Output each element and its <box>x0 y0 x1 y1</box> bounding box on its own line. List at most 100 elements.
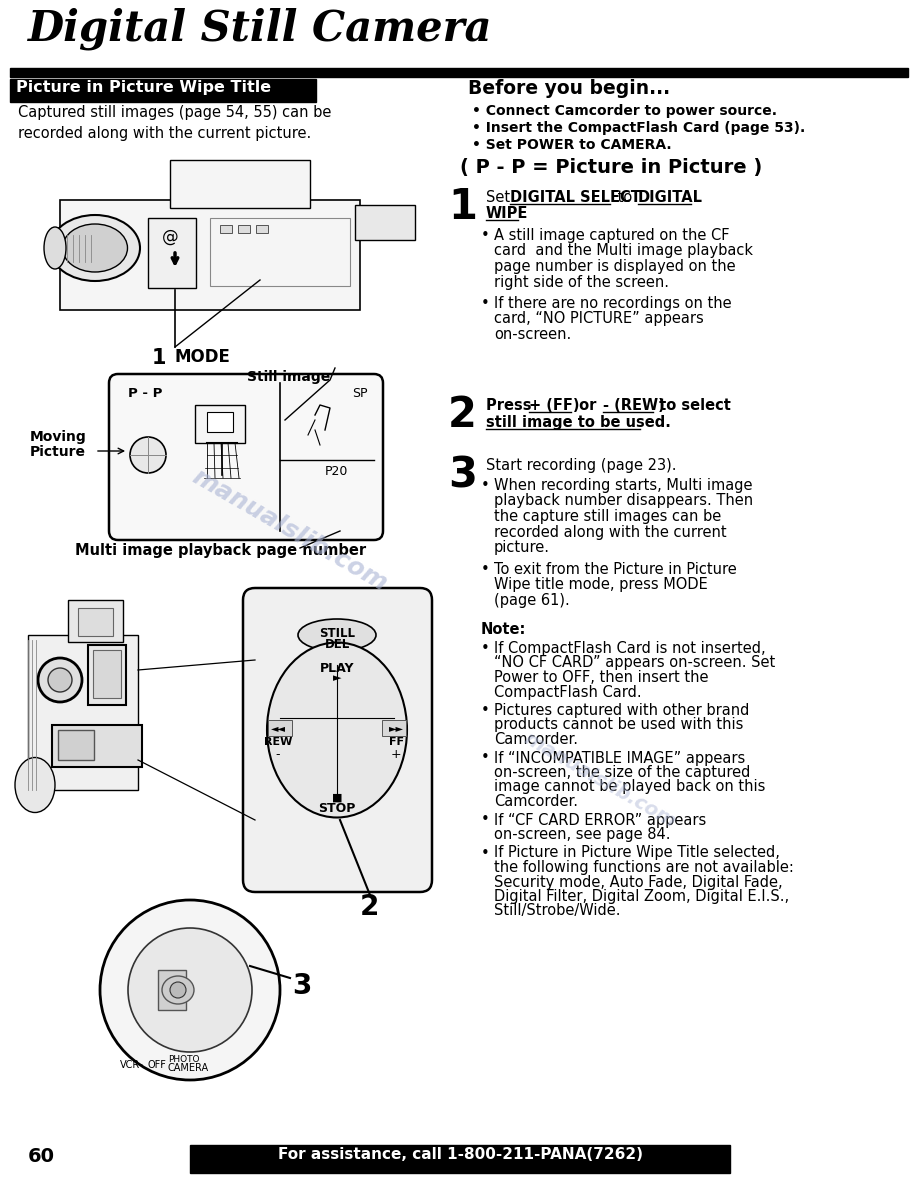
Bar <box>220 225 232 233</box>
Text: If Picture in Picture Wipe Title selected,: If Picture in Picture Wipe Title selecte… <box>494 846 780 860</box>
Bar <box>78 608 113 636</box>
Text: recorded along with the current: recorded along with the current <box>494 524 727 539</box>
Text: MODE: MODE <box>175 348 230 366</box>
Text: If CompactFlash Card is not inserted,: If CompactFlash Card is not inserted, <box>494 642 766 656</box>
Text: CAMERA: CAMERA <box>168 1063 209 1073</box>
Bar <box>210 219 350 286</box>
Text: right side of the screen.: right side of the screen. <box>494 274 669 290</box>
Bar <box>60 200 360 310</box>
Ellipse shape <box>267 643 407 817</box>
Text: •: • <box>481 703 489 718</box>
Text: Digital Still Camera: Digital Still Camera <box>28 8 492 51</box>
Text: playback number disappears. Then: playback number disappears. Then <box>494 493 753 508</box>
Text: Press: Press <box>486 398 537 413</box>
Text: 3: 3 <box>292 972 311 1000</box>
Text: DEL: DEL <box>324 638 350 651</box>
Bar <box>170 160 310 208</box>
Text: 3: 3 <box>448 454 477 497</box>
Text: Pictures captured with other brand: Pictures captured with other brand <box>494 703 749 718</box>
Text: ►►: ►► <box>388 723 404 733</box>
Text: Moving: Moving <box>30 430 86 444</box>
Text: Note:: Note: <box>481 623 526 637</box>
Text: ►: ► <box>332 672 341 683</box>
Text: ■: ■ <box>331 794 342 803</box>
Text: the following functions are not available:: the following functions are not availabl… <box>494 860 794 876</box>
Text: •: • <box>481 813 489 828</box>
Text: 2: 2 <box>448 394 476 436</box>
Circle shape <box>48 668 72 691</box>
Bar <box>68 600 123 642</box>
Text: To exit from the Picture in Picture: To exit from the Picture in Picture <box>494 562 737 576</box>
Text: • Insert the CompactFlash Card (page 53).: • Insert the CompactFlash Card (page 53)… <box>472 121 805 135</box>
Text: Before you begin...: Before you begin... <box>468 78 670 97</box>
Text: PLAY: PLAY <box>319 662 354 675</box>
Text: (page 61).: (page 61). <box>494 593 570 607</box>
Text: “NO CF CARD” appears on-screen. Set: “NO CF CARD” appears on-screen. Set <box>494 656 775 670</box>
Bar <box>158 969 186 1010</box>
Bar <box>10 140 455 360</box>
Text: If “CF CARD ERROR” appears: If “CF CARD ERROR” appears <box>494 813 706 828</box>
Text: image cannot be played back on this: image cannot be played back on this <box>494 779 766 795</box>
Text: card  and the Multi image playback: card and the Multi image playback <box>494 244 753 259</box>
Text: manualslib.com: manualslib.com <box>188 465 392 595</box>
Bar <box>207 412 233 432</box>
Text: Set: Set <box>486 190 515 206</box>
Text: •: • <box>481 751 489 765</box>
Text: .: . <box>519 206 524 221</box>
Text: PHOTO: PHOTO <box>168 1055 199 1064</box>
Ellipse shape <box>15 758 55 813</box>
Text: picture.: picture. <box>494 541 550 555</box>
Text: STOP: STOP <box>319 802 355 815</box>
Text: • Set POWER to CAMERA.: • Set POWER to CAMERA. <box>472 138 672 152</box>
Text: VCR: VCR <box>120 1060 140 1070</box>
Ellipse shape <box>44 227 66 268</box>
Circle shape <box>38 658 82 702</box>
Text: Picture in Picture Wipe Title: Picture in Picture Wipe Title <box>16 80 271 95</box>
Text: REW: REW <box>263 737 292 747</box>
FancyBboxPatch shape <box>109 374 383 541</box>
Text: For assistance, call 1-800-211-PANA(7262): For assistance, call 1-800-211-PANA(7262… <box>277 1146 643 1162</box>
Text: P20: P20 <box>325 465 348 478</box>
Text: ·: · <box>140 1060 143 1070</box>
Bar <box>28 636 138 790</box>
Circle shape <box>100 901 280 1080</box>
Text: OFF: OFF <box>147 1060 166 1070</box>
Text: Still/Strobe/Wide.: Still/Strobe/Wide. <box>494 904 621 918</box>
Text: on-screen, see page 84.: on-screen, see page 84. <box>494 827 670 842</box>
Bar <box>10 78 316 102</box>
Bar <box>93 650 121 699</box>
Text: DIGITAL: DIGITAL <box>638 190 703 206</box>
Text: to: to <box>613 190 637 206</box>
Text: Camcorder.: Camcorder. <box>494 794 578 809</box>
Text: 60: 60 <box>28 1146 55 1165</box>
Text: When recording starts, Multi image: When recording starts, Multi image <box>494 478 753 493</box>
Text: on-screen, the size of the captured: on-screen, the size of the captured <box>494 765 750 781</box>
Circle shape <box>170 982 186 998</box>
FancyBboxPatch shape <box>243 588 432 892</box>
Text: @: @ <box>162 228 179 246</box>
Bar <box>88 645 126 704</box>
Bar <box>355 206 415 240</box>
Text: WIPE: WIPE <box>486 206 529 221</box>
Text: Multi image playback page number: Multi image playback page number <box>75 543 366 558</box>
Bar <box>58 729 94 760</box>
Text: Security mode, Auto Fade, Digital Fade,: Security mode, Auto Fade, Digital Fade, <box>494 874 783 890</box>
Bar <box>238 225 250 233</box>
Text: card, “NO PICTURE” appears: card, “NO PICTURE” appears <box>494 311 704 327</box>
Text: 1: 1 <box>152 348 166 368</box>
Bar <box>268 720 292 737</box>
Ellipse shape <box>298 619 376 651</box>
Text: on-screen.: on-screen. <box>494 327 571 342</box>
Text: Camcorder.: Camcorder. <box>494 732 578 747</box>
Text: Picture: Picture <box>30 446 86 459</box>
Ellipse shape <box>62 225 128 272</box>
Text: 1: 1 <box>448 187 477 228</box>
Ellipse shape <box>162 977 194 1004</box>
Text: •: • <box>481 228 489 244</box>
Text: If there are no recordings on the: If there are no recordings on the <box>494 296 732 311</box>
Text: Digital Filter, Digital Zoom, Digital E.I.S.,: Digital Filter, Digital Zoom, Digital E.… <box>494 889 789 904</box>
Bar <box>148 219 196 287</box>
Bar <box>195 405 245 443</box>
Bar <box>52 725 142 767</box>
Text: still image to be used.: still image to be used. <box>486 415 671 430</box>
